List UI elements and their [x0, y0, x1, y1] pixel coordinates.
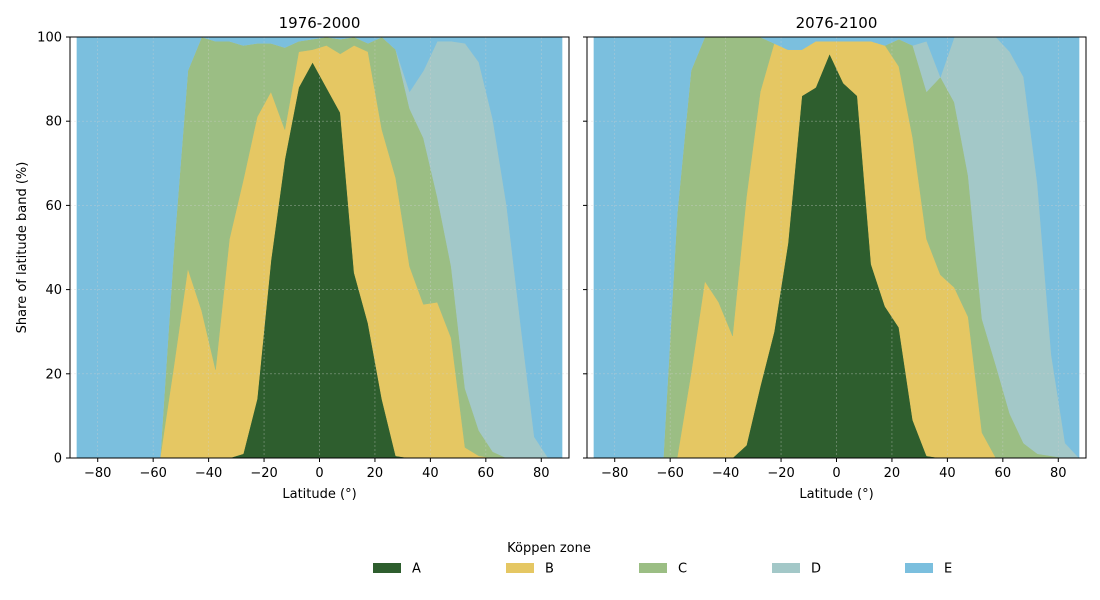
- x-tick-label: −60: [139, 466, 166, 481]
- legend-swatch-A: [373, 563, 401, 573]
- legend-label-E: E: [944, 562, 952, 577]
- y-tick-label: 0: [54, 452, 62, 467]
- legend-label-C: C: [678, 562, 687, 577]
- legend-label-D: D: [811, 562, 821, 577]
- x-tick-label: 20: [884, 466, 901, 481]
- legend-label-A: A: [412, 562, 421, 577]
- panel-2076-2100: −80 −60 −40 −20 0 20 40 60 80 2076-2100 Latitude (…: [583, 14, 1087, 502]
- x-tick-label: −60: [656, 466, 683, 481]
- x-axis-label: Latitude (°): [799, 487, 873, 502]
- x-tick-label: 20: [367, 466, 384, 481]
- x-tick-label: −80: [84, 466, 111, 481]
- legend-label-B: B: [545, 562, 554, 577]
- x-tick-label: 60: [478, 466, 495, 481]
- y-tick-label: 100: [37, 31, 62, 46]
- legend-swatch-E: [905, 563, 933, 573]
- x-tick-label: 80: [533, 466, 550, 481]
- x-tick-label: −20: [250, 466, 277, 481]
- panel-1976-2000: −80 −60 −40 −20 0 20 40 60 80 0 20 40 60 80 100 1976-20…: [15, 14, 570, 502]
- legend: Köppen zone A B C D E: [373, 541, 952, 577]
- legend-swatch-B: [506, 563, 534, 573]
- x-tick-label: −80: [601, 466, 628, 481]
- x-tick-label: 40: [939, 466, 956, 481]
- x-axis-label: Latitude (°): [282, 487, 356, 502]
- x-tick-label: 0: [315, 466, 323, 481]
- x-tick-label: 80: [1050, 466, 1067, 481]
- y-tick-label: 80: [45, 115, 62, 130]
- x-tick-label: 0: [832, 466, 840, 481]
- y-tick-label: 20: [45, 367, 62, 382]
- x-tick-label: −20: [767, 466, 794, 481]
- y-tick-label: 60: [45, 199, 62, 214]
- legend-swatch-D: [772, 563, 800, 573]
- chart-title: 2076-2100: [796, 14, 878, 32]
- x-tick-label: −40: [712, 466, 739, 481]
- y-tick-label: 40: [45, 283, 62, 298]
- legend-swatch-C: [639, 563, 667, 573]
- x-tick-label: 60: [995, 466, 1012, 481]
- y-axis-label: Share of latitude band (%): [15, 162, 30, 334]
- x-tick-label: −40: [195, 466, 222, 481]
- chart-title: 1976-2000: [279, 14, 361, 32]
- legend-items: A B C D E: [373, 562, 952, 577]
- x-tick-label: 40: [422, 466, 439, 481]
- legend-title: Köppen zone: [507, 541, 591, 556]
